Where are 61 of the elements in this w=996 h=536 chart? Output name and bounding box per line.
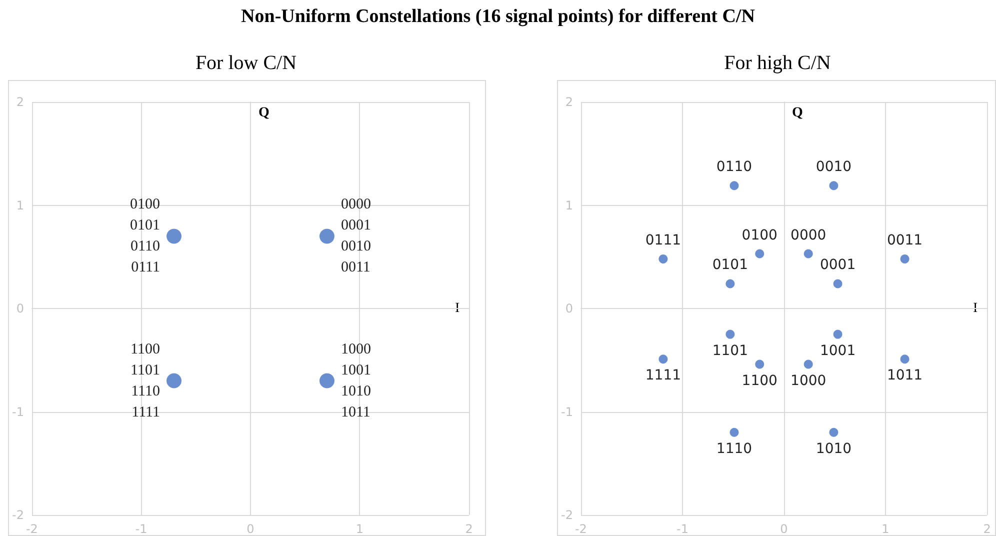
annotation: 1111	[645, 368, 682, 384]
point	[833, 330, 842, 339]
annotation: 1000	[790, 372, 826, 389]
point	[755, 360, 764, 369]
chart-title: Non-Uniform Constellations (16 signal points) for different C/N	[240, 6, 756, 28]
y-axis-title: Q	[258, 106, 270, 120]
annotation: 1010	[816, 440, 852, 457]
x-tick-label: -2	[26, 522, 38, 536]
y-tick-label: 0	[16, 302, 24, 316]
point	[755, 249, 764, 258]
annotation: 0110	[716, 159, 752, 176]
point	[829, 428, 838, 437]
annotation: 1110	[716, 440, 752, 457]
x-tick-label: 0	[780, 522, 788, 536]
annotation: 0010	[816, 159, 852, 176]
point	[833, 279, 842, 288]
x-tick-label: 2	[983, 522, 991, 536]
y-tick-label: -1	[12, 404, 24, 419]
annotation: 0100 0101 0110 0111	[130, 196, 160, 276]
point	[900, 354, 910, 364]
annotation: 0011	[886, 232, 923, 248]
annotation: 1100	[742, 372, 778, 389]
annotation: 0001	[820, 257, 856, 274]
y-tick-label: 1	[16, 198, 24, 212]
x-tick-label: -1	[676, 522, 688, 536]
y-axis-title: Q	[792, 106, 803, 120]
chart-subtitle: For low C/N	[194, 52, 298, 75]
point	[900, 254, 910, 264]
y-tick-label: -2	[560, 508, 573, 522]
annotation: 1000 1001 1010 1011	[340, 341, 371, 420]
annotation: 0000 0001 0010 0011	[340, 196, 371, 276]
annotation: 0111	[645, 232, 682, 248]
y-tick-label: -2	[12, 508, 24, 522]
point	[829, 181, 838, 190]
point	[730, 428, 739, 437]
x-tick-label: 0	[246, 522, 254, 536]
point	[804, 249, 813, 258]
annotation: 0100	[742, 227, 778, 244]
annotation: 1101	[712, 342, 748, 359]
y-tick-label: -1	[560, 404, 573, 419]
annotation: 0000	[790, 227, 826, 244]
point	[658, 354, 668, 364]
x-tick-label: -2	[574, 522, 587, 536]
point	[804, 360, 813, 369]
point	[726, 279, 735, 288]
point	[726, 330, 735, 339]
point	[730, 181, 739, 190]
annotation: 1001	[820, 342, 856, 359]
y-tick-label: 2	[565, 95, 573, 109]
y-tick-label: 1	[565, 198, 573, 212]
point	[658, 254, 668, 264]
x-tick-label: 1	[356, 522, 364, 536]
x-tick-label: -1	[135, 522, 148, 536]
annotation: 0101	[712, 257, 748, 274]
annotation: 1100 1101 1110 1111	[130, 341, 160, 420]
annotation: 1011	[886, 368, 923, 384]
y-tick-label: 2	[16, 95, 24, 109]
y-tick-label: 0	[565, 302, 573, 316]
x-tick-label: 1	[882, 522, 890, 536]
chart-subtitle: For high C/N	[723, 52, 832, 75]
x-tick-label: 2	[465, 522, 473, 536]
